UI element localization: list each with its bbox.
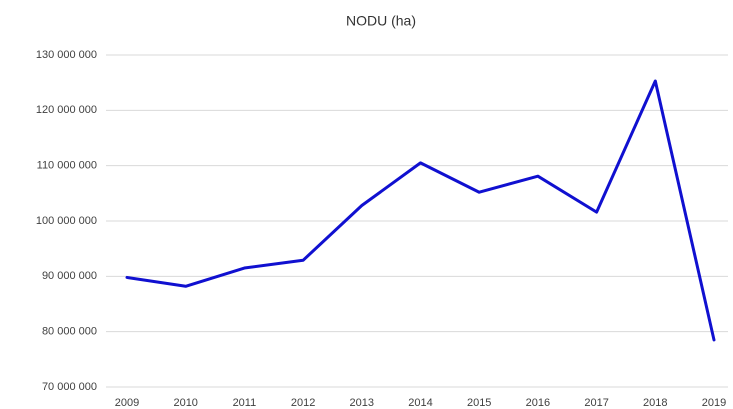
x-tick-label: 2009 <box>115 397 139 409</box>
x-tick-label: 2015 <box>467 397 491 409</box>
x-tick-label: 2017 <box>584 397 608 409</box>
x-tick-label: 2016 <box>526 397 550 409</box>
x-tick-label: 2010 <box>173 397 197 409</box>
y-tick-label: 70 000 000 <box>42 381 97 393</box>
chart-title: NODU (ha) <box>346 13 416 29</box>
x-tick-label: 2014 <box>408 397 432 409</box>
x-tick-label: 2012 <box>291 397 315 409</box>
x-tick-label: 2013 <box>350 397 374 409</box>
y-tick-label: 110 000 000 <box>37 160 97 172</box>
x-tick-label: 2011 <box>233 397 257 409</box>
y-tick-label: 120 000 000 <box>36 104 97 116</box>
x-tick-label: 2019 <box>702 397 726 409</box>
y-tick-label: 90 000 000 <box>42 270 97 282</box>
x-tick-label: 2018 <box>643 397 667 409</box>
y-tick-label: 130 000 000 <box>36 49 97 61</box>
data-line <box>125 79 716 342</box>
y-tick-label: 100 000 000 <box>36 215 97 227</box>
y-tick-label: 80 000 000 <box>42 326 97 338</box>
